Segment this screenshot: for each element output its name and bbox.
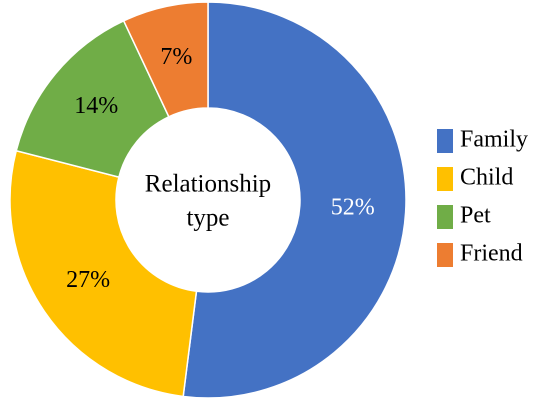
legend-label: Friend [460, 241, 523, 267]
legend: Family Child Pet Friend [437, 127, 528, 267]
value-label: 14% [74, 93, 118, 119]
slice [182, 1, 407, 399]
legend-swatch [437, 129, 453, 153]
legend-swatch [437, 243, 453, 267]
center-label: Relationship [145, 171, 271, 198]
legend-swatch [437, 205, 453, 229]
legend-label: Pet [460, 203, 491, 229]
legend-label: Family [460, 127, 528, 153]
legend-label: Child [460, 165, 513, 191]
value-label: 7% [160, 44, 192, 70]
slice [9, 149, 198, 398]
value-label: 27% [66, 267, 110, 293]
value-label: 52% [331, 195, 375, 221]
legend-swatch [437, 167, 453, 191]
donut: 52% 27% 14% 7% [9, 1, 407, 399]
slice [122, 1, 209, 118]
center-label: type [186, 205, 229, 232]
